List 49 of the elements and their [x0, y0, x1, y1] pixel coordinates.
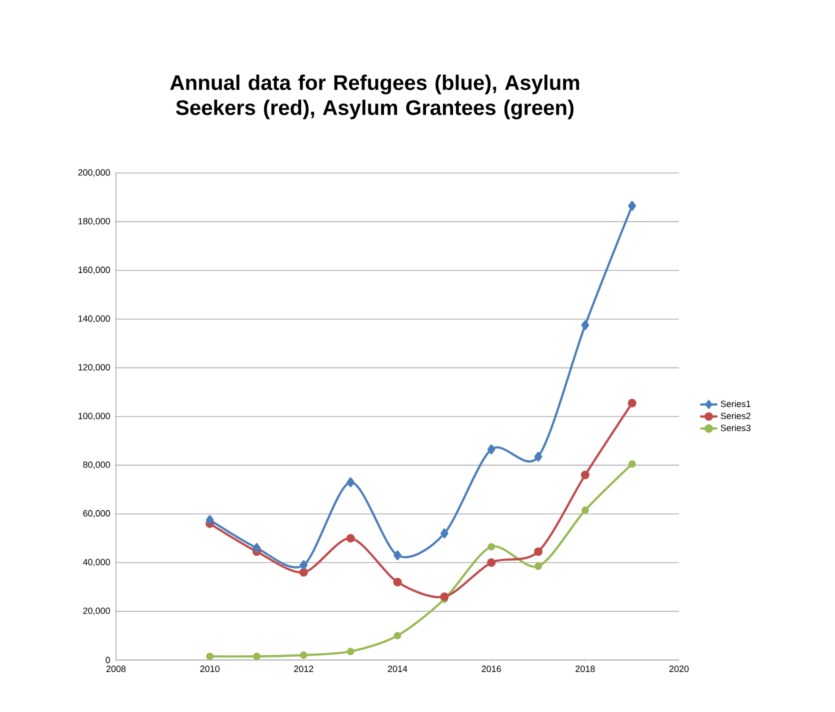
point: [628, 398, 636, 408]
point: [488, 543, 496, 550]
y-tick-label: 40,000: [83, 558, 110, 566]
point: [252, 543, 261, 553]
point: [393, 578, 402, 586]
x-tick-label: 2014: [388, 666, 408, 672]
point: [253, 652, 260, 660]
point: [346, 648, 354, 656]
point: [300, 651, 308, 659]
point: [206, 515, 214, 525]
y-tick-label: 60,000: [83, 510, 110, 518]
point: [581, 320, 590, 330]
point: [487, 558, 496, 567]
point: [487, 444, 496, 454]
y-tick-label: 140,000: [78, 315, 110, 323]
point: [628, 200, 636, 211]
point: [299, 568, 308, 577]
point: [206, 652, 214, 660]
y-tick-label: 0: [106, 656, 110, 664]
x-tick-label: 2010: [200, 666, 220, 672]
point: [580, 470, 590, 480]
point: [346, 534, 355, 543]
y-tick-label: 80,000: [83, 461, 110, 469]
y-tick-label: 100,000: [78, 412, 110, 420]
point: [534, 452, 542, 462]
point: [300, 560, 308, 570]
y-tick-label: 200,000: [78, 169, 110, 177]
y-tick-label: 120,000: [78, 364, 110, 372]
legend-label: Series2: [720, 412, 750, 420]
point: [346, 477, 355, 488]
y-tick-label: 20,000: [83, 608, 110, 616]
point: [394, 550, 402, 560]
legend-label: Series3: [720, 424, 750, 432]
x-tick-label: 2008: [106, 666, 126, 672]
chart-title: Annual data for Refugees (blue), Asylum Seekers (red), Asylum Grantees (green): [170, 74, 580, 120]
point: [581, 506, 589, 514]
legend-label: Series1: [720, 400, 750, 408]
point: [534, 562, 542, 570]
x-tick-label: 2012: [294, 666, 314, 672]
point: [534, 547, 543, 556]
x-tick-label: 2020: [669, 666, 689, 672]
x-tick-label: 2016: [482, 666, 501, 672]
x-tick-label: 2018: [576, 666, 595, 672]
point: [440, 528, 448, 538]
y-tick-label: 180,000: [78, 218, 110, 226]
y-tick-label: 160,000: [78, 266, 110, 274]
point: [628, 460, 636, 468]
point: [440, 592, 449, 601]
point: [394, 632, 402, 640]
